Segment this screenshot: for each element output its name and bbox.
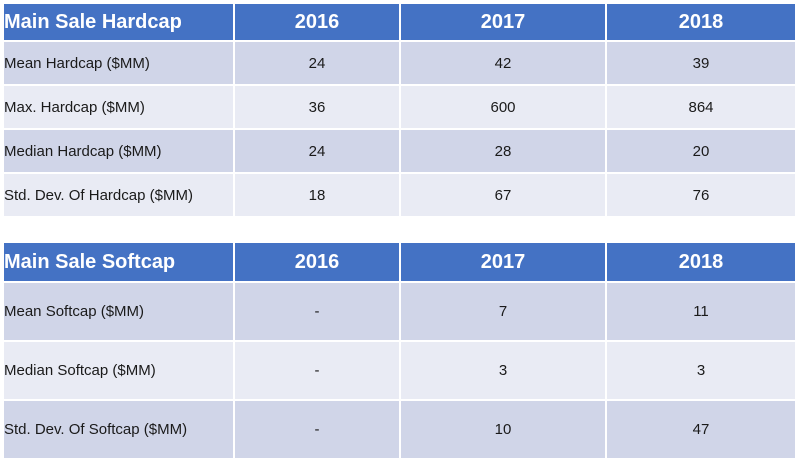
cell-value: 39 xyxy=(605,40,795,84)
cell-value: - xyxy=(233,399,399,458)
cell-value: 24 xyxy=(233,40,399,84)
cell-value: 47 xyxy=(605,399,795,458)
cell-value: 11 xyxy=(605,281,795,340)
column-header-2018: 2018 xyxy=(605,4,795,40)
cell-value: 864 xyxy=(605,84,795,128)
table-row-median-softcap: Median Softcap ($MM) - 3 3 xyxy=(4,340,795,399)
table-row-max-hardcap: Max. Hardcap ($MM) 36 600 864 xyxy=(4,84,795,128)
header-row: Main Sale Softcap 2016 2017 2018 xyxy=(4,243,795,281)
row-label: Mean Hardcap ($MM) xyxy=(4,40,233,84)
cell-value: 18 xyxy=(233,172,399,216)
cell-value: 76 xyxy=(605,172,795,216)
table-row-mean-softcap: Mean Softcap ($MM) - 7 11 xyxy=(4,281,795,340)
cell-value: 3 xyxy=(399,340,605,399)
table-row-mean-hardcap: Mean Hardcap ($MM) 24 42 39 xyxy=(4,40,795,84)
row-label: Median Hardcap ($MM) xyxy=(4,128,233,172)
cell-value: 10 xyxy=(399,399,605,458)
row-label: Std. Dev. Of Softcap ($MM) xyxy=(4,399,233,458)
cell-value: 3 xyxy=(605,340,795,399)
table-title-hardcap: Main Sale Hardcap xyxy=(4,4,233,40)
header-row: Main Sale Hardcap 2016 2017 2018 xyxy=(4,4,795,40)
cell-value: 600 xyxy=(399,84,605,128)
cell-value: - xyxy=(233,281,399,340)
cell-value: 20 xyxy=(605,128,795,172)
row-label: Mean Softcap ($MM) xyxy=(4,281,233,340)
column-header-2017: 2017 xyxy=(399,243,605,281)
column-header-2016: 2016 xyxy=(233,4,399,40)
column-header-2017: 2017 xyxy=(399,4,605,40)
cell-value: 36 xyxy=(233,84,399,128)
main-sale-softcap-table: Main Sale Softcap 2016 2017 2018 Mean So… xyxy=(4,243,795,458)
cell-value: 7 xyxy=(399,281,605,340)
row-label: Std. Dev. Of Hardcap ($MM) xyxy=(4,172,233,216)
table-title-softcap: Main Sale Softcap xyxy=(4,243,233,281)
cell-value: 24 xyxy=(233,128,399,172)
cell-value: - xyxy=(233,340,399,399)
column-header-2018: 2018 xyxy=(605,243,795,281)
row-label: Max. Hardcap ($MM) xyxy=(4,84,233,128)
table-row-stddev-hardcap: Std. Dev. Of Hardcap ($MM) 18 67 76 xyxy=(4,172,795,216)
cell-value: 28 xyxy=(399,128,605,172)
cell-value: 67 xyxy=(399,172,605,216)
cell-value: 42 xyxy=(399,40,605,84)
row-label: Median Softcap ($MM) xyxy=(4,340,233,399)
main-sale-hardcap-table: Main Sale Hardcap 2016 2017 2018 Mean Ha… xyxy=(4,4,795,216)
column-header-2016: 2016 xyxy=(233,243,399,281)
table-row-stddev-softcap: Std. Dev. Of Softcap ($MM) - 10 47 xyxy=(4,399,795,458)
table-row-median-hardcap: Median Hardcap ($MM) 24 28 20 xyxy=(4,128,795,172)
